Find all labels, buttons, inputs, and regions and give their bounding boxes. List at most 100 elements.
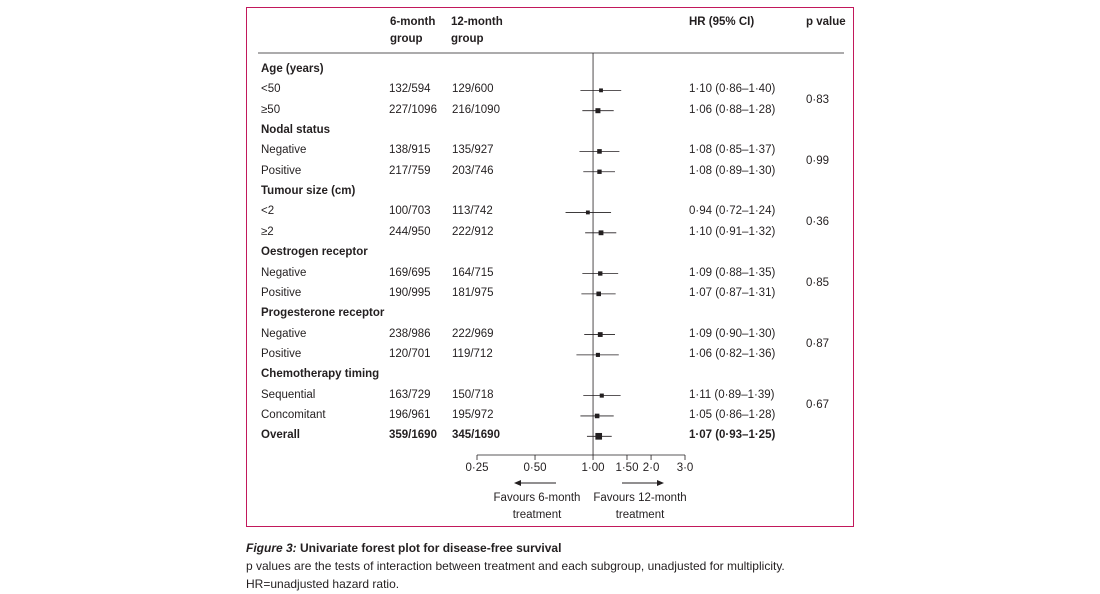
row-label: <50 [261,83,281,96]
row-label: Positive [261,164,302,177]
row-hr: 1·08 (0·85–1·37) [689,144,776,157]
caption-title: Figure 3: Univariate forest plot for dis… [246,539,1066,557]
row-6month: 196/961 [389,408,431,421]
interaction-p-value: 0·87 [806,337,830,350]
row-6month: 132/594 [389,83,431,96]
header-6month-line2: group [390,33,423,45]
row-label: <2 [261,205,275,218]
interaction-p-value: 0·67 [806,398,830,411]
overall-hr: 1·07 (0·93–1·25) [689,429,776,442]
caption-line2: HR=unadjusted hazard ratio. [246,577,400,591]
row-hr: 1·08 (0·89–1·30) [689,164,776,177]
row-12month: 119/712 [452,347,493,360]
row-label: Negative [261,327,307,340]
row-12month: 135/927 [452,144,494,157]
row-label: ≥2 [261,225,274,238]
row-12month: 164/715 [452,266,494,279]
row-hr: 1·07 (0·87–1·31) [689,286,776,299]
overall-label: Overall [261,429,300,442]
forest-row-0-0-marker [599,88,603,93]
forest-row-5-1-marker [594,413,600,419]
row-6month: 163/729 [389,388,431,401]
subgroup-header: Age (years) [261,63,324,75]
header-12month-line2: group [451,33,484,45]
favour-left-arrowhead [514,480,521,486]
row-6month: 138/915 [389,144,431,157]
row-label: Positive [261,347,302,360]
subgroup-header: Chemotherapy timing [261,368,380,381]
x-tick-label: 3·0 [676,462,694,474]
favour-right-line1: Favours 12-month [593,492,687,504]
subgroup-header: Tumour size (cm) [261,185,356,198]
row-hr: 0·94 (0·72–1·24) [689,205,776,218]
forest-row-4-0-marker [597,332,603,337]
forest-row-1-0-marker [597,149,602,154]
subgroup-header: Oestrogen receptor [261,246,368,259]
figure-frame [246,7,854,527]
row-12month: 195/972 [452,408,494,421]
header-6month: 6-month group [390,14,435,48]
row-12month: 129/600 [452,83,494,96]
row-hr: 1·06 (0·88–1·28) [689,103,776,116]
row-hr: 1·11 (0·89–1·39) [689,388,775,401]
row-label: Negative [261,144,307,157]
forest-row-0-1-marker [595,108,601,114]
row-12month: 113/742 [452,205,493,218]
header-12month-line1: 12-month [451,16,503,28]
x-tick-label: 1·50 [615,462,639,474]
forest-row-5-0-marker [599,393,604,398]
forest-overall-marker [595,432,603,440]
x-tick-label: 2·0 [642,462,660,474]
favour-left-line2: treatment [512,509,562,521]
row-label: Sequential [261,388,316,401]
row-6month: 217/759 [389,164,431,177]
header-6month-line1: 6-month [390,16,436,28]
interaction-p-value: 0·36 [806,215,830,228]
subgroup-header: Progesterone receptor [261,307,385,320]
row-hr: 1·10 (0·91–1·32) [689,225,776,238]
row-6month: 244/950 [389,225,431,238]
forest-row-2-1-marker [598,230,604,236]
row-12month: 222/969 [452,327,494,340]
favour-left-line1: Favours 6-month [493,492,581,504]
forest-row-3-1-marker [596,291,601,297]
header-hr: HR (95% CI) [689,16,755,28]
row-6month: 190/995 [389,286,431,299]
row-label: Positive [261,286,302,299]
forest-row-2-0-marker [585,210,590,215]
row-12month: 181/975 [452,286,494,299]
interaction-p-value: 0·99 [806,154,830,167]
row-hr: 1·09 (0·90–1·30) [689,327,776,340]
row-label: Concomitant [261,408,326,421]
interaction-p-value: 0·83 [806,93,830,106]
row-6month: 169/695 [389,266,431,279]
overall-12month: 345/1690 [452,429,500,442]
row-hr: 1·05 (0·86–1·28) [689,408,776,421]
row-12month: 203/746 [452,164,494,177]
caption-title-text: Univariate forest plot for disease-free … [296,541,562,555]
favour-right-line2: treatment [615,509,665,521]
x-tick-label: 0·50 [523,462,547,474]
x-tick-label: 1·00 [581,462,605,474]
forest-row-3-0-marker [598,271,603,276]
row-hr: 1·09 (0·88–1·35) [689,266,776,279]
row-hr: 1·10 (0·86–1·40) [689,83,776,96]
header-p: p value [806,16,846,28]
caption-line1: p values are the tests of interaction be… [246,559,785,573]
forest-row-1-1-marker [597,169,602,174]
row-6month: 227/1096 [389,103,437,116]
row-label: ≥50 [261,103,281,116]
row-6month: 100/703 [389,205,431,218]
x-tick-label: 0·25 [465,462,489,474]
row-label: Negative [261,266,307,279]
favour-right-arrowhead [657,480,664,486]
row-12month: 216/1090 [452,103,500,116]
figure-caption: Figure 3: Univariate forest plot for dis… [246,539,1066,593]
row-hr: 1·06 (0·82–1·36) [689,347,776,360]
forest-row-4-1-marker [595,352,600,357]
row-12month: 150/718 [452,388,494,401]
overall-6month: 359/1690 [389,429,437,442]
subgroup-header: Nodal status [261,124,331,137]
caption-figure-label: Figure 3: [246,541,297,555]
